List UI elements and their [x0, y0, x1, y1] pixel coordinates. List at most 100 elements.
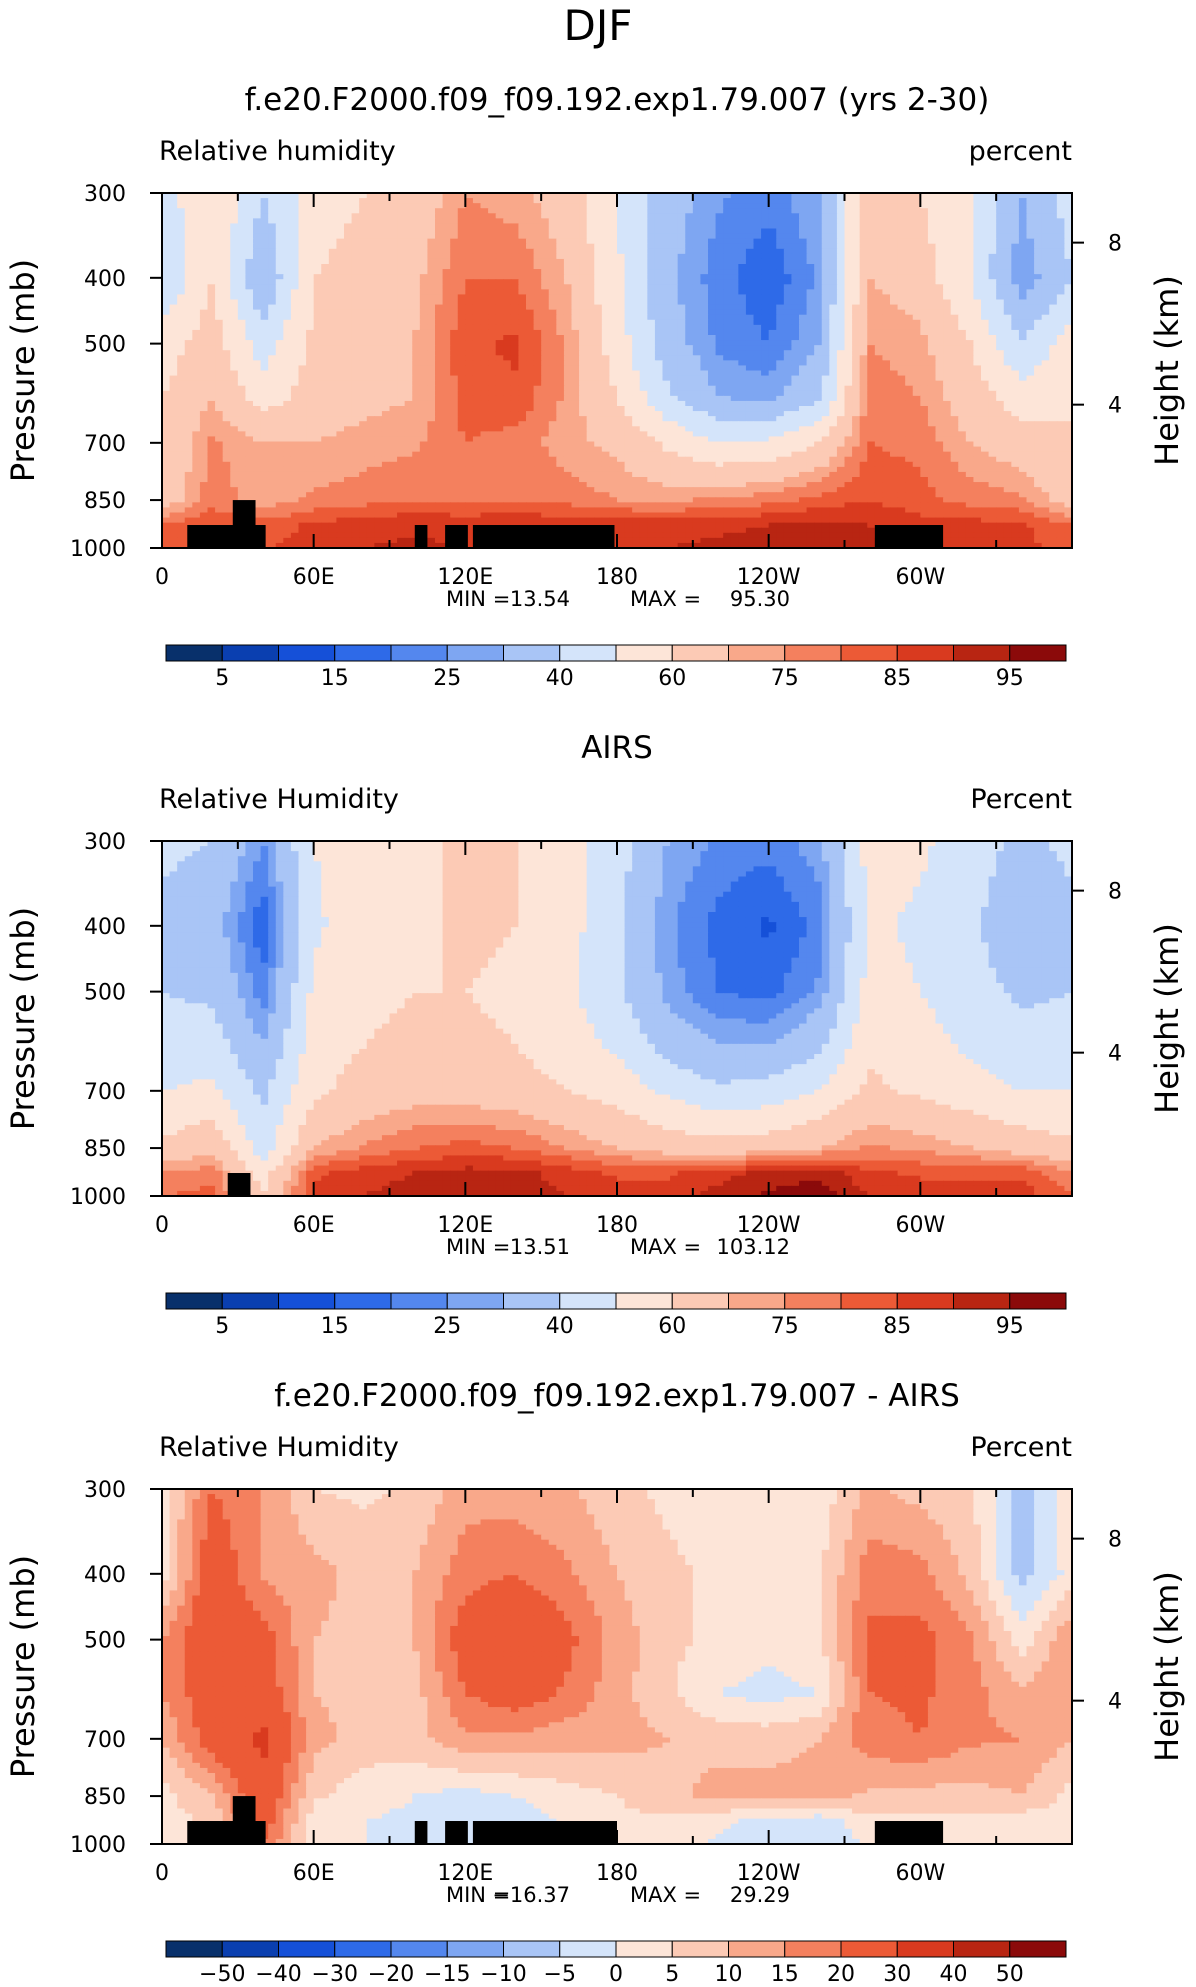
contour-cell: [731, 284, 739, 290]
contour-cell: [511, 289, 519, 295]
contour-cell: [746, 320, 754, 326]
contour-cell: [731, 355, 739, 361]
contour-cell: [890, 198, 898, 204]
contour-cell: [374, 244, 382, 250]
contour-cell: [852, 203, 860, 209]
contour-cell: [481, 274, 489, 280]
contour-cell: [670, 218, 678, 224]
contour-cell: [238, 391, 246, 397]
contour-cell: [913, 305, 921, 311]
contour-cell: [852, 360, 860, 366]
contour-cell: [306, 360, 314, 366]
contour-cell: [981, 330, 989, 336]
contour-cell: [344, 264, 352, 270]
contour-cell: [731, 386, 739, 392]
contour-cell: [966, 274, 974, 280]
contour-cell: [230, 381, 238, 387]
contour-cell: [890, 386, 898, 392]
contour-cell: [223, 345, 231, 351]
contour-cell: [359, 203, 367, 209]
contour-cell: [670, 229, 678, 235]
contour-cell: [769, 315, 777, 321]
contour-cell: [693, 284, 701, 290]
contour-cell: [382, 401, 390, 407]
contour-cell: [283, 360, 291, 366]
contour-cell: [291, 284, 299, 290]
contour-cell: [845, 376, 853, 382]
contour-cell: [579, 213, 587, 219]
contour-cell: [511, 371, 519, 377]
contour-cell: [1004, 335, 1012, 341]
contour-cell: [875, 223, 883, 229]
contour-cell: [632, 264, 640, 270]
contour-cell: [716, 249, 724, 255]
contour-cell: [587, 325, 595, 331]
contour-cell: [875, 371, 883, 377]
contour-cell: [1034, 371, 1042, 377]
contour-cell: [852, 345, 860, 351]
contour-cell: [693, 305, 701, 311]
contour-cell: [435, 269, 443, 275]
contour-cell: [208, 229, 216, 235]
contour-cell: [443, 244, 451, 250]
contour-cell: [973, 310, 981, 316]
contour-cell: [299, 244, 307, 250]
contour-cell: [791, 274, 799, 280]
contour-cell: [807, 284, 815, 290]
contour-cell: [230, 320, 238, 326]
contour-cell: [200, 320, 208, 326]
contour-cell: [192, 340, 200, 346]
contour-cell: [822, 396, 830, 402]
contour-cell: [829, 350, 837, 356]
contour-cell: [177, 325, 185, 331]
contour-cell: [556, 254, 564, 260]
contour-cell: [352, 264, 360, 270]
contour-cell: [602, 360, 610, 366]
contour-cell: [230, 340, 238, 346]
contour-cell: [473, 315, 481, 321]
contour-cell: [678, 386, 686, 392]
contour-cell: [1042, 229, 1050, 235]
contour-cell: [443, 310, 451, 316]
contour-cell: [791, 381, 799, 387]
contour-cell: [564, 203, 572, 209]
contour-cell: [1049, 218, 1057, 224]
contour-cell: [920, 223, 928, 229]
contour-cell: [989, 254, 997, 260]
contour-cell: [640, 294, 648, 300]
contour-cell: [791, 208, 799, 214]
contour-cell: [928, 229, 936, 235]
contour-cell: [769, 365, 777, 371]
contour-cell: [192, 355, 200, 361]
contour-cell: [261, 289, 269, 295]
contour-cell: [761, 345, 769, 351]
contour-cell: [625, 300, 633, 306]
contour-cell: [549, 330, 557, 336]
contour-cell: [458, 335, 466, 341]
contour-cell: [481, 239, 489, 245]
contour-cell: [731, 274, 739, 280]
contour-cell: [435, 254, 443, 260]
contour-cell: [663, 345, 671, 351]
contour-cell: [465, 396, 473, 402]
contour-cell: [435, 305, 443, 311]
contour-cell: [1034, 223, 1042, 229]
contour-cell: [299, 269, 307, 275]
contour-cell: [465, 386, 473, 392]
contour-cell: [996, 254, 1004, 260]
contour-cell: [738, 223, 746, 229]
contour-cell: [1004, 310, 1012, 316]
contour-cell: [898, 396, 906, 402]
contour-cell: [192, 289, 200, 295]
contour-cell: [465, 244, 473, 250]
contour-cell: [951, 223, 959, 229]
contour-cell: [693, 208, 701, 214]
contour-cell: [215, 401, 223, 407]
contour-cell: [882, 335, 890, 341]
contour-cell: [465, 345, 473, 351]
contour-cell: [1034, 310, 1042, 316]
contour-cell: [359, 274, 367, 280]
contour-cell: [791, 218, 799, 224]
contour-cell: [556, 335, 564, 341]
contour-cell: [245, 396, 253, 402]
